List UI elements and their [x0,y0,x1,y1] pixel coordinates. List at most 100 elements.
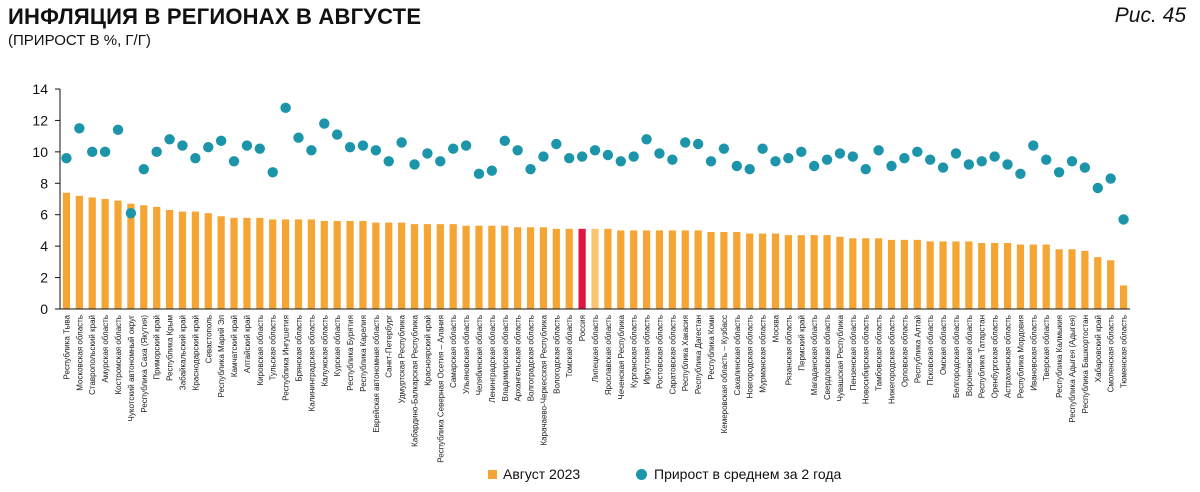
bar [514,227,522,309]
dot [692,138,704,150]
x-tick-label: Тюменская область [1120,315,1129,388]
x-tick-label: Рязанская область [784,315,793,385]
bar [965,241,973,309]
dot [1002,159,1013,170]
x-tick-label: Ростовская область [655,315,664,389]
bar [88,197,96,309]
x-tick-label: Тамбовская область [875,315,884,391]
dot [125,207,137,219]
bar [423,224,432,309]
dot [963,159,975,170]
dot [641,134,652,145]
bar [294,219,303,309]
bar [1003,243,1012,309]
y-tick-label: 12 [32,112,48,128]
x-tick-label: Оренбургская область [991,315,1000,398]
dot [538,151,549,162]
legend-bar-label: Август 2023 [503,466,581,482]
dot [654,148,665,159]
bar [991,243,999,309]
y-tick-label: 14 [32,81,48,97]
dot [267,167,278,178]
dot [667,154,678,165]
dot [899,152,910,164]
bar [720,232,728,309]
dot [177,140,188,151]
dot [499,135,510,147]
bar [578,228,586,309]
bar [462,225,470,309]
bar [565,228,573,309]
bar [552,228,560,309]
x-tick-label: Республика Тыва [62,314,71,379]
x-tick-label: Республика Саха (Якутия) [140,315,149,413]
x-tick-label: Магаданская область [810,315,819,395]
dot [1028,140,1039,151]
bar [784,235,792,309]
x-tick-label: Красноярский край [423,315,432,386]
bar [758,233,767,309]
x-tick-label: Тверская область [1042,315,1051,381]
x-tick-label: Липецкая область [591,315,600,382]
bar [823,235,831,309]
dot [757,143,768,154]
x-tick-label: Саратовская область [668,315,677,395]
dot [564,152,575,164]
dot [525,163,536,175]
x-tick-label: Чукотский автономный округ [127,315,136,422]
bar [372,222,380,309]
bar [810,235,818,309]
x-tick-label: Республика Башкортостан [1081,315,1090,413]
bar [926,241,934,309]
x-tick-label: Москва [771,314,780,342]
x-tick-label: Иркутская область [643,315,652,385]
bar [694,230,702,309]
chart-subtitle: (ПРИРОСТ В %, Г/Г) [8,32,151,49]
bar [191,211,199,309]
legend-dot-label: Прирост в среднем за 2 года [654,466,842,482]
x-tick-label: Кировская область [256,315,265,386]
y-axis: 0 2 4 6 8 10 12 14 [32,81,61,317]
bar [410,224,419,309]
bar [1081,250,1089,309]
dot [821,154,833,165]
bar [320,221,328,309]
bar [114,200,122,309]
dot [99,146,111,158]
bar [62,192,71,309]
x-tick-label: Смоленская область [1107,315,1116,392]
bar [526,227,535,309]
y-tick-label: 2 [40,270,48,286]
dot [306,145,317,156]
dot [357,140,369,151]
x-tick-label: Республика Ингушетия [282,315,291,401]
bar [862,238,870,309]
dot [254,143,266,154]
x-tick-label: Сахалинская область [733,315,742,396]
bar [604,228,612,309]
x-tick-label: Пермский край [797,315,806,371]
dot [512,145,523,156]
x-tick-label: Республика Адыгея (Адыгея) [1068,315,1077,423]
dot-series [61,102,1129,225]
dot [241,140,253,151]
bar [1107,260,1115,309]
x-tick-label: Республика Северная Осетия – Алания [436,315,445,463]
bar [359,221,367,309]
bar [617,230,625,309]
dot [796,146,807,158]
x-tick-label: Курганская область [630,315,639,388]
dot [783,152,794,164]
x-tick-label: Камчатский край [230,315,239,377]
x-tick-label: Калининградская область [307,315,316,411]
x-tick-label: Кемеровская область – Кузбасс [720,315,729,433]
x-tick-label: Республика Татарстан [978,315,987,398]
dot [615,156,626,167]
bar [488,225,496,309]
x-tick-label: Нижегородская область [888,315,897,404]
bar [1042,244,1050,309]
dot [551,138,562,150]
dot [409,159,420,170]
dot [447,143,459,154]
bar [630,230,638,309]
